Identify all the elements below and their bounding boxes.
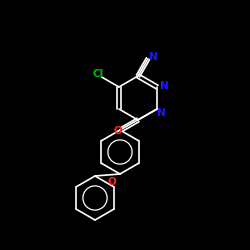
Text: N: N [160,81,168,91]
Text: N: N [157,108,166,118]
Text: O: O [108,177,116,187]
Text: Cl: Cl [92,69,103,79]
Text: O: O [113,126,122,136]
Text: N: N [148,52,158,62]
